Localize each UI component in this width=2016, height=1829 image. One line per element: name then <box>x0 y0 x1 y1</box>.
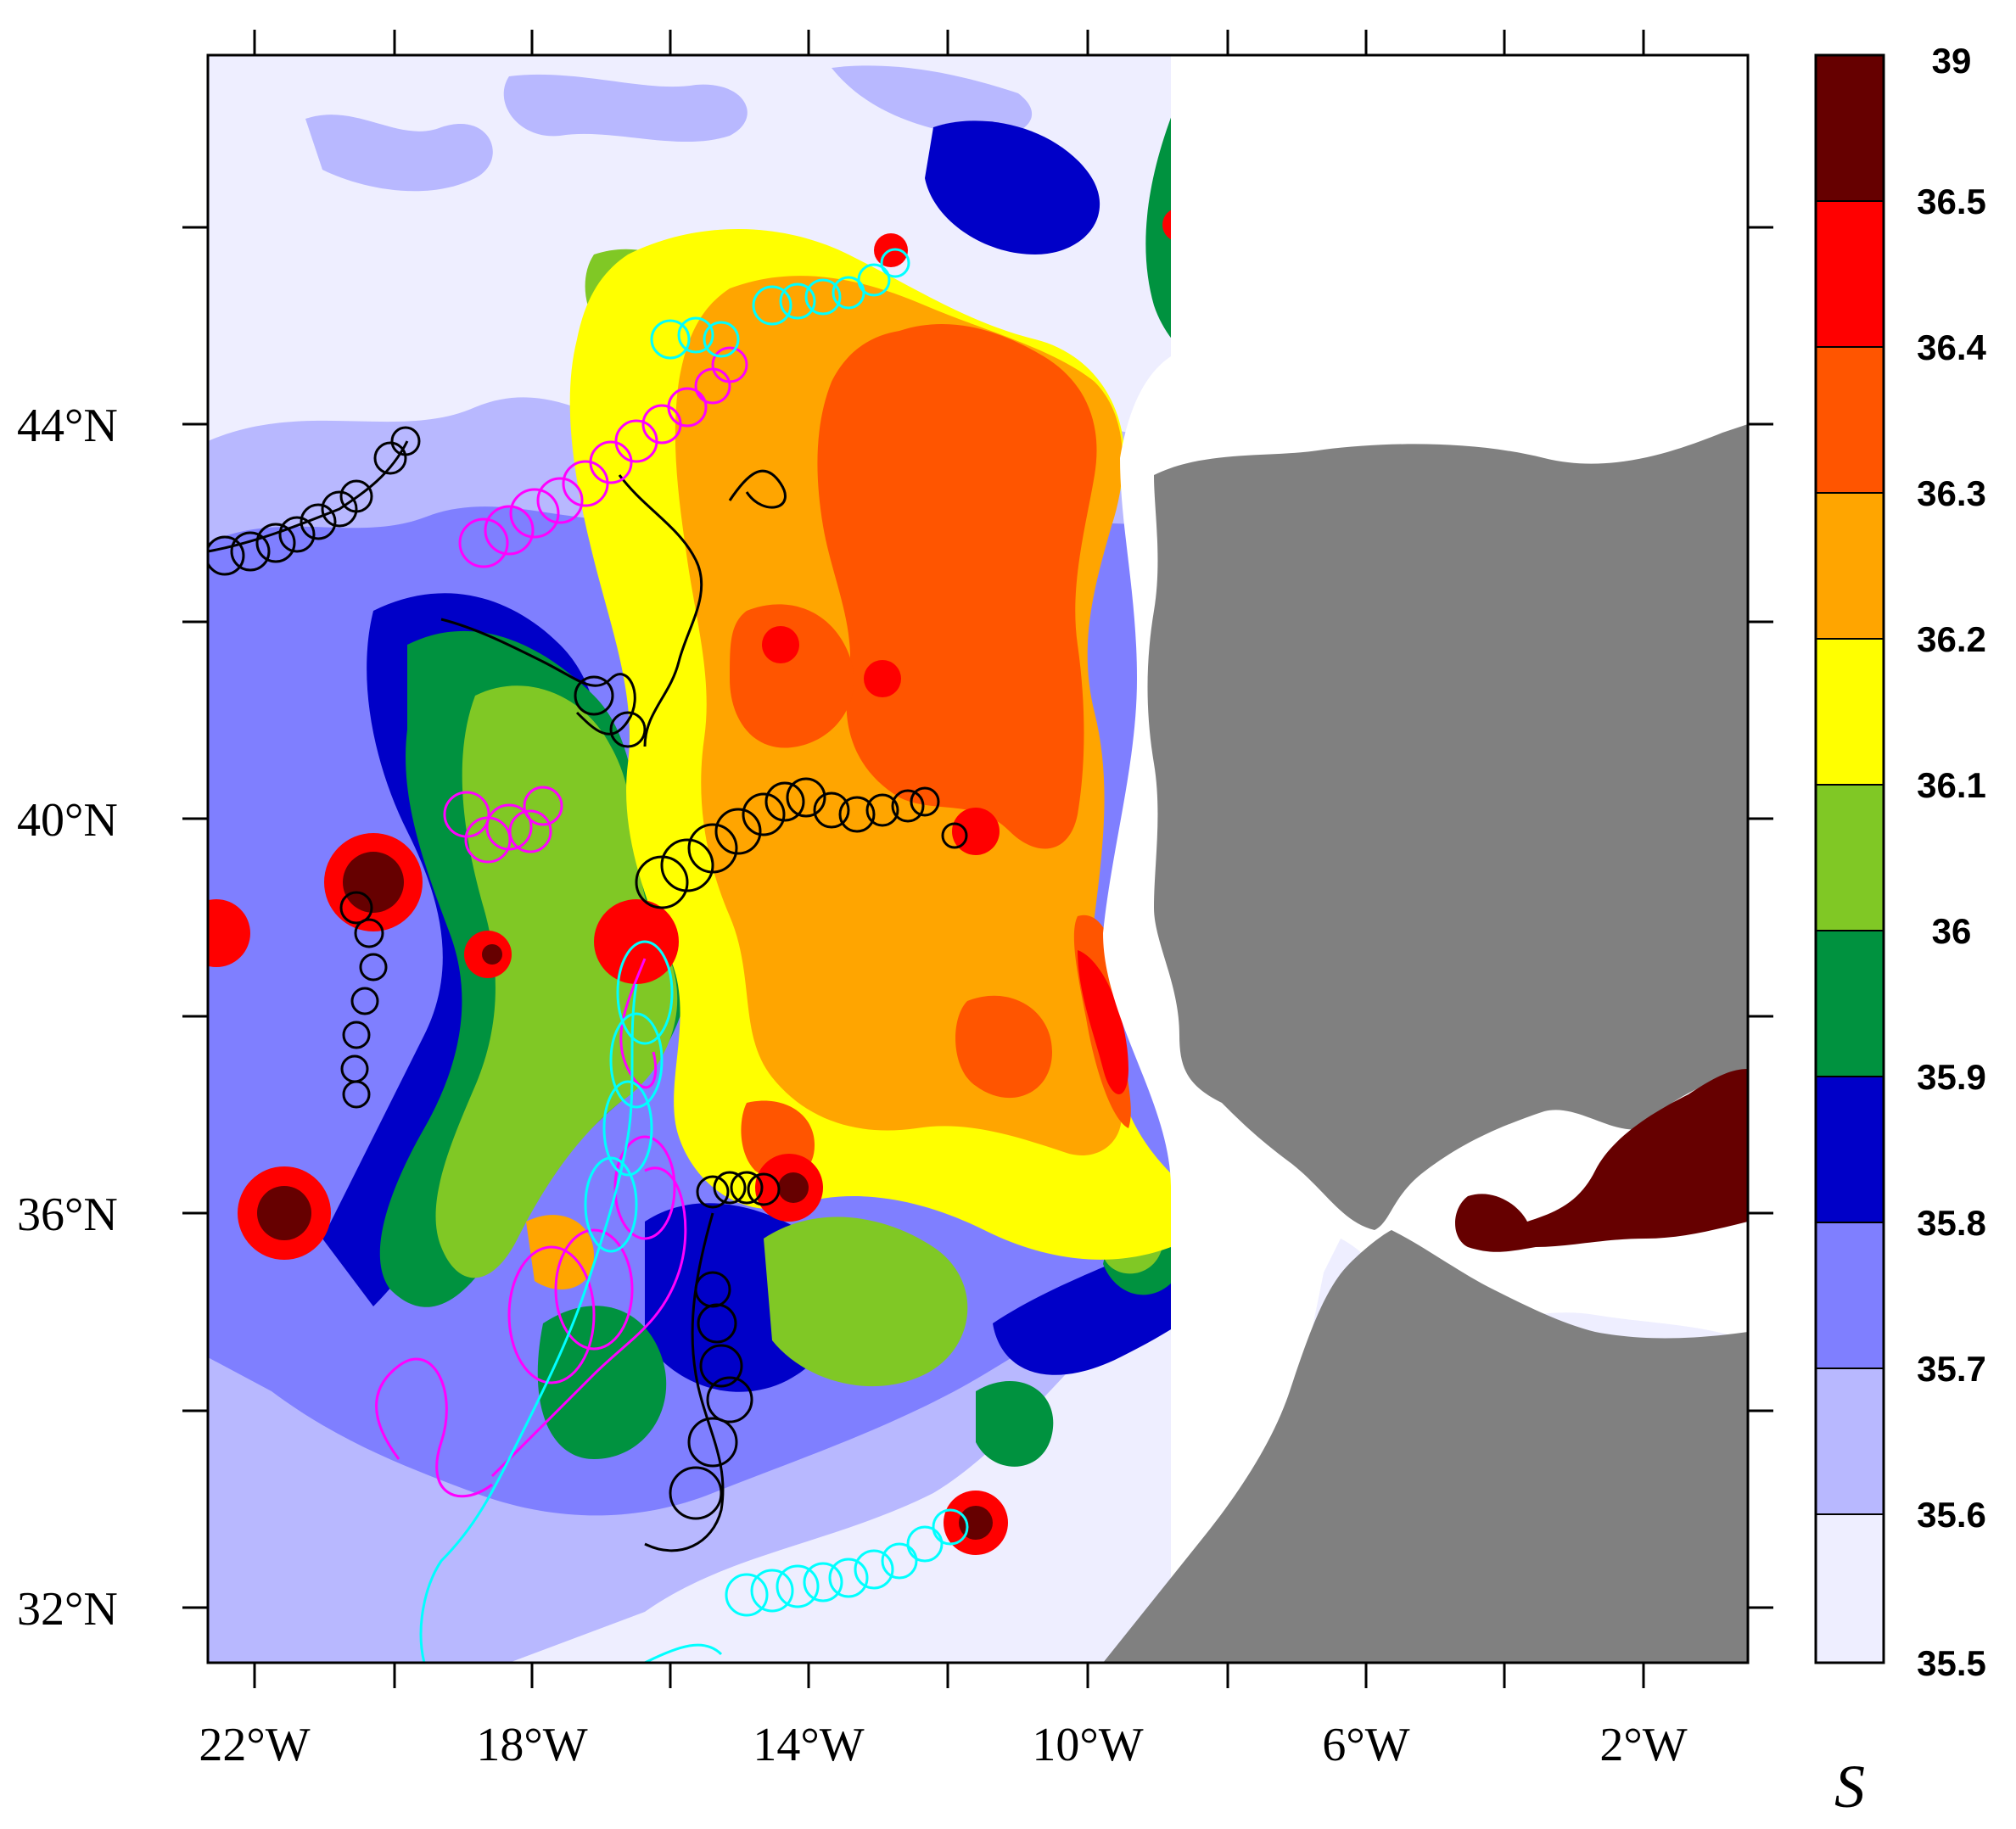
lat-ticks <box>182 226 1773 1609</box>
colorbar-label-36: 36 <box>1932 911 1972 951</box>
colorbar-label-35.8: 35.8 <box>1917 1203 1986 1243</box>
colorbar: 39 36.5 36.4 36.3 36.2 36.1 36 35.9 35.8… <box>1814 41 1987 1821</box>
colorbar-label-36.1: 36.1 <box>1917 765 1986 805</box>
lat-label-44n: 44°N <box>17 400 118 452</box>
lon-label-6w: 6°W <box>1322 1719 1409 1771</box>
colorbar-label-35.9: 35.9 <box>1917 1057 1986 1097</box>
colorbar-swatch-35.6 <box>1816 1514 1884 1663</box>
trajectory-magenta <box>375 346 748 1498</box>
colorbar-swatch-36.1 <box>1816 785 1884 931</box>
lat-label-36n: 36°N <box>17 1189 118 1241</box>
mediterranean-salinity <box>1455 1069 1748 1252</box>
colorbar-label-36.5: 36.5 <box>1917 182 1986 221</box>
trajectory-cyan <box>419 248 969 1663</box>
colorbar-swatch-36.4 <box>1816 347 1884 493</box>
colorbar-swatch-35.9 <box>1816 1077 1884 1222</box>
colorbar-title: S <box>1834 1753 1865 1821</box>
salinity-band-36.5 <box>257 852 993 1540</box>
lon-label-18w: 18°W <box>476 1719 587 1771</box>
colorbar-label-36.2: 36.2 <box>1917 619 1986 659</box>
map-panel <box>208 55 1748 1663</box>
colorbar-label-36.3: 36.3 <box>1917 473 1986 513</box>
trajectory-black <box>208 426 968 1552</box>
colorbar-label-35.5: 35.5 <box>1917 1643 1986 1683</box>
lon-label-22w: 22°W <box>199 1719 310 1771</box>
colorbar-label-36.4: 36.4 <box>1917 327 1986 367</box>
colorbar-swatch-36.3 <box>1816 493 1884 639</box>
map-frame <box>206 53 1750 1664</box>
lon-label-2w: 2°W <box>1599 1719 1687 1771</box>
land-mass <box>1147 424 1748 1230</box>
lon-label-14w: 14°W <box>753 1719 864 1771</box>
colorbar-label-39: 39 <box>1932 41 1972 81</box>
colorbar-label-35.7: 35.7 <box>1917 1349 1986 1389</box>
lat-label-32n: 32°N <box>17 1583 118 1636</box>
colorbar-frame <box>1814 53 1885 1664</box>
lat-label-40n: 40°N <box>17 794 118 847</box>
colorbar-swatch-36.5 <box>1816 201 1884 347</box>
colorbar-swatch-39 <box>1816 55 1884 201</box>
colorbar-swatch-35.7 <box>1816 1368 1884 1514</box>
colorbar-label-35.6: 35.6 <box>1917 1495 1986 1535</box>
lon-ticks <box>253 30 1645 1688</box>
colorbar-swatch-36 <box>1816 931 1884 1077</box>
colorbar-swatch-36.2 <box>1816 639 1884 785</box>
land-mass-africa <box>1103 1230 1748 1663</box>
lon-label-10w: 10°W <box>1032 1719 1143 1771</box>
colorbar-swatch-35.8 <box>1816 1222 1884 1368</box>
